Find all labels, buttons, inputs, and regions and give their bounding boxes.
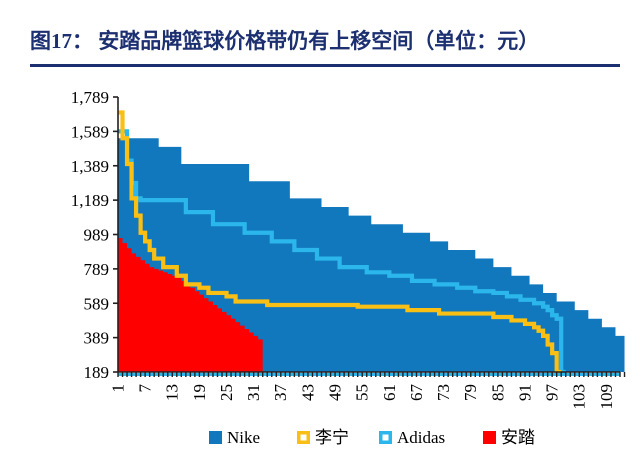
x-tick-label: 19	[190, 384, 209, 401]
figure-title-bar: 图17： 安踏品牌篮球价格带仍有上移空间（单位：元）	[30, 26, 618, 64]
legend-item-Nike[interactable]: Nike	[209, 428, 260, 447]
x-tick-label: 67	[407, 384, 426, 402]
legend-swatch	[483, 431, 496, 444]
y-tick-label: 1,589	[71, 122, 109, 141]
legend-item-李宁[interactable]: 李宁	[297, 428, 349, 447]
legend-swatch-inner	[382, 434, 389, 441]
series-area-Nike	[118, 138, 625, 372]
x-tick-label: 43	[298, 384, 317, 401]
legend-item-Adidas[interactable]: Adidas	[379, 428, 445, 447]
x-tick-label: 73	[434, 384, 453, 401]
legend-label: 安踏	[501, 428, 535, 447]
y-tick-label: 589	[84, 294, 110, 313]
y-tick-label: 1,389	[71, 157, 109, 176]
y-tick-label: 1,789	[71, 88, 109, 107]
legend-item-安踏[interactable]: 安踏	[483, 428, 535, 447]
series-area-安踏	[118, 237, 263, 372]
y-tick-label: 789	[84, 260, 110, 279]
x-tick-label: 1	[108, 384, 127, 393]
legend-label: Nike	[227, 428, 260, 447]
x-tick-label: 49	[325, 384, 344, 401]
page-title: 图17： 安踏品牌篮球价格带仍有上移空间（单位：元）	[30, 29, 540, 53]
x-tick-label: 61	[380, 384, 399, 401]
x-tick-label: 37	[271, 384, 290, 402]
series-line-李宁	[118, 110, 562, 375]
x-tick-label: 85	[488, 384, 507, 401]
y-tick-label: 1,189	[71, 191, 109, 210]
x-tick-label: 7	[136, 384, 155, 393]
y-tick-label: 389	[84, 329, 110, 348]
x-tick-label: 55	[353, 384, 372, 401]
x-tick-label: 25	[217, 384, 236, 401]
x-tick-label: 13	[163, 384, 182, 401]
y-tick-label: 189	[84, 363, 110, 382]
price-band-chart: 189 389 589 789 989 1,189 1,389 1,589 1,789 1 7 13 1…	[71, 88, 626, 447]
x-tick-label: 103	[570, 384, 589, 410]
legend-swatch-inner	[300, 434, 307, 441]
y-tick-label: 989	[84, 226, 110, 245]
legend-label: 李宁	[315, 428, 349, 447]
x-tick-label: 31	[244, 384, 263, 401]
chart-area: 189 389 589 789 989 1,189 1,389 1,589 1,789 1 7 13 1…	[0, 70, 640, 468]
legend-swatch	[209, 431, 222, 444]
legend-label: Adidas	[397, 428, 445, 447]
x-tick-label: 91	[515, 384, 534, 401]
x-tick-label: 79	[461, 384, 480, 401]
title-divider	[30, 64, 620, 67]
x-tick-label: 109	[597, 384, 616, 410]
series-line-Adidas	[118, 129, 566, 375]
x-tick-label: 97	[543, 384, 562, 402]
